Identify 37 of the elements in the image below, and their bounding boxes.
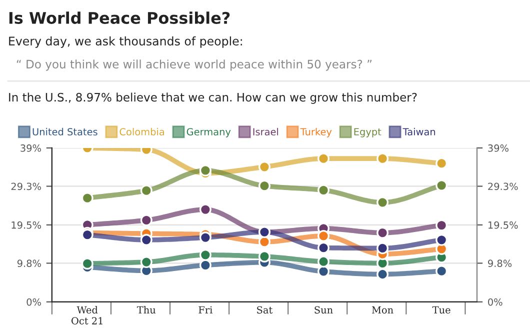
point bbox=[140, 256, 152, 268]
x-tick-label: Sun bbox=[314, 306, 333, 314]
x-tick-label: Sat bbox=[257, 306, 273, 314]
point bbox=[376, 268, 389, 280]
legend-label: Colombia bbox=[120, 128, 164, 136]
y2-tick-label: 19.5% bbox=[488, 221, 518, 229]
point bbox=[318, 230, 330, 242]
y-tick-label: 39% bbox=[20, 144, 41, 152]
y2-tick-label: 0% bbox=[488, 298, 502, 306]
y2-tick-label: 39% bbox=[488, 144, 508, 152]
legend-label: United States bbox=[32, 128, 98, 136]
x-tick-label: Thu bbox=[136, 306, 156, 314]
text: “ Do you think we will achieve world peace within 50 years? ” bbox=[16, 60, 372, 71]
x-tick-label: Wed Oct 21 bbox=[72, 306, 102, 324]
point bbox=[140, 214, 152, 226]
y2-tick-label: 29.3% bbox=[488, 182, 518, 190]
point bbox=[258, 250, 270, 262]
text: In the U.S., 8.97% believe that we can. How can we grow this number? bbox=[9, 92, 417, 104]
point bbox=[318, 256, 330, 268]
x-tick-label: Mon bbox=[372, 306, 394, 314]
point bbox=[140, 234, 152, 246]
x-tick-label: Tue bbox=[432, 306, 450, 314]
x-tick-label: Fri bbox=[198, 306, 212, 314]
y-tick-label: 9.8% bbox=[17, 260, 41, 268]
legend-label: Turkey bbox=[300, 128, 332, 138]
legend-label: Taiwan bbox=[402, 128, 436, 136]
point bbox=[376, 242, 389, 254]
chart-subtitle: Every day, we ask thousands of people: bbox=[9, 36, 242, 48]
legend-label: Israel bbox=[253, 128, 278, 136]
legend-label: Egypt bbox=[354, 128, 382, 138]
y-tick-label: 29.3% bbox=[11, 182, 41, 190]
point bbox=[81, 258, 94, 270]
legend-label: Germany bbox=[186, 128, 231, 138]
y-tick-label: 0% bbox=[26, 298, 41, 306]
chart-title: Is World Peace Possible? bbox=[9, 12, 230, 24]
y2-tick-label: 9.8% bbox=[488, 260, 512, 268]
y-tick-label: 19.5% bbox=[12, 221, 41, 229]
